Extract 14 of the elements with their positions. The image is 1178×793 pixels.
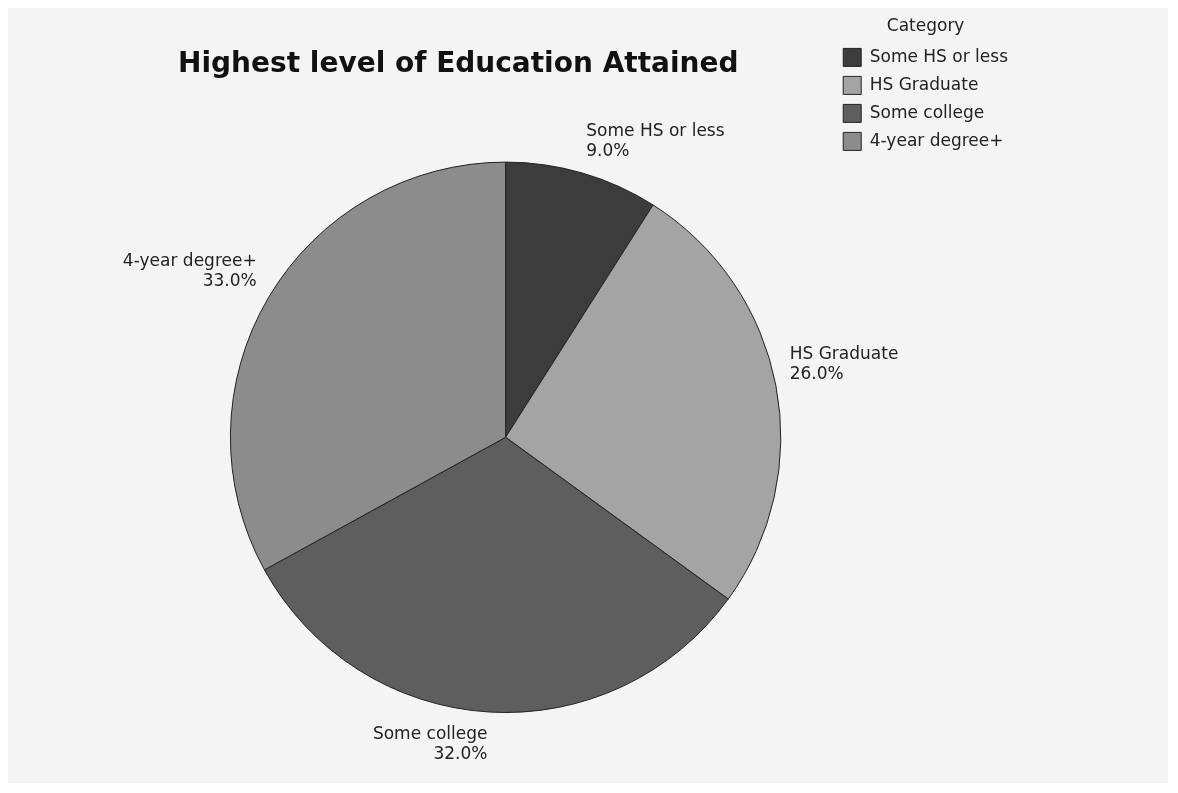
chart-title: Highest level of Education Attained [178, 46, 739, 80]
legend-label: Some college [869, 101, 985, 122]
slice-label: 4-year degree+ [122, 250, 257, 271]
slice-label: HS Graduate [789, 343, 899, 364]
data-label: 9.0% [586, 139, 630, 160]
data-label: 32.0% [433, 742, 488, 763]
legend-label: 4-year degree+ [869, 129, 1004, 150]
legend-label: HS Graduate [869, 73, 979, 94]
data-label: 33.0% [202, 270, 257, 291]
data-label: 26.0% [789, 363, 844, 384]
slice-label: Some college [372, 722, 488, 743]
slice-label: Some HS or less [586, 119, 725, 140]
legend-label: Some HS or less [869, 45, 1009, 66]
legend-title: Category [886, 14, 965, 35]
